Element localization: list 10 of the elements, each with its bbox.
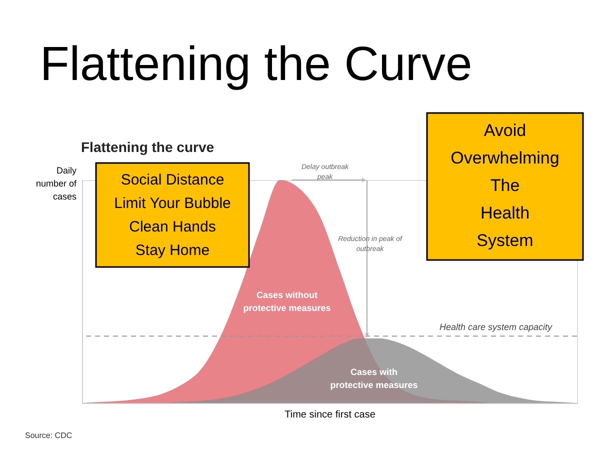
chart-subtitle: Flattening the curve xyxy=(81,139,214,155)
series-label: Cases with protective measures xyxy=(330,367,418,390)
series-label: Cases without protective measures xyxy=(243,290,331,313)
y-axis-title: Daily number of cases xyxy=(36,166,77,202)
x-axis-title: Time since first case xyxy=(284,410,376,420)
chart-title: Flattening the Curve xyxy=(40,38,472,91)
annotation: Avoid Overwhelming The Health System xyxy=(450,121,560,250)
ref-line-label: Health care system capacity xyxy=(439,322,552,332)
source-note: Source: CDC xyxy=(25,431,72,440)
annotation: Social Distance Limit Your Bubble Clean Hands Stay Home xyxy=(114,171,231,259)
